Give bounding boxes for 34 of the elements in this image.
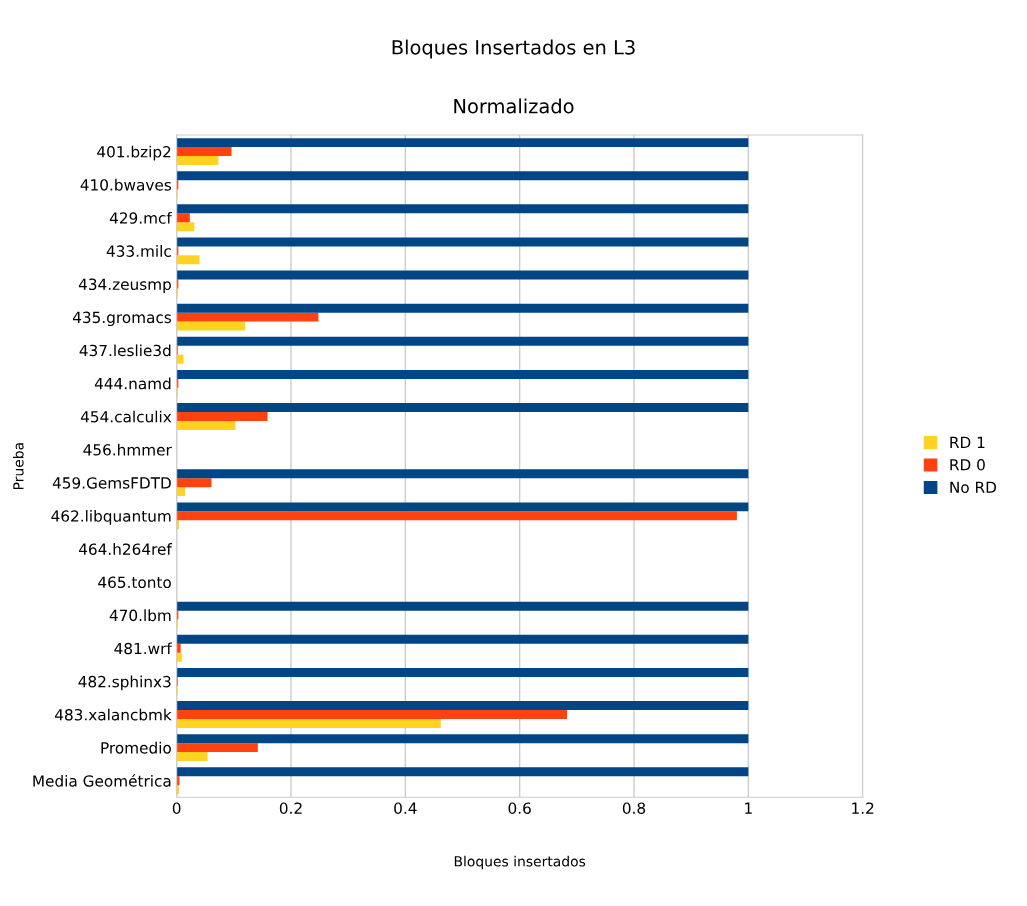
- y-tick-label: 456.hmmer: [83, 443, 172, 456]
- y-tick-label: 481.wrf: [114, 642, 173, 655]
- chart-subtitle: Normalizado: [454, 98, 574, 114]
- y-tick-label: 444.namd: [94, 377, 171, 390]
- chart-title: Bloques Insertados en L3: [392, 39, 635, 59]
- x-tick-label: 0.2: [279, 802, 302, 814]
- x-axis-title: Bloques insertados: [454, 855, 586, 870]
- y-tick-label: 465.tonto: [98, 576, 171, 589]
- y-tick-label: 401.bzip2: [97, 145, 171, 161]
- y-tick-label: 464.h264ref: [78, 543, 173, 555]
- x-tick-label: 1: [745, 802, 752, 814]
- y-tick-label: 429.mcf: [109, 211, 173, 224]
- y-tick-label: 482.sphinx3: [78, 675, 171, 691]
- legend-label: No RD: [950, 481, 997, 493]
- y-tick-label: 483.xalancbmk: [54, 708, 172, 721]
- y-tick-label: 437.leslie3d: [79, 344, 171, 357]
- y-tick-label: 410.bwaves: [80, 178, 172, 191]
- y-tick-label: 462.libquantum: [51, 510, 171, 525]
- y-tick-label: 459.GemsFDTD: [52, 477, 171, 489]
- x-tick-label: 0.8: [622, 802, 646, 814]
- x-tick-label: 0.6: [508, 802, 531, 814]
- x-tick-label: 0: [172, 802, 181, 814]
- y-tick-label: 470.lbm: [109, 609, 171, 622]
- y-tick-label: 454.calculix: [80, 410, 172, 423]
- y-axis-title: Prueba: [12, 443, 24, 490]
- y-tick-label: 434.zeusmp: [78, 278, 171, 293]
- x-tick-label: 1.2: [852, 802, 874, 814]
- y-tick-label: 435.gromacs: [72, 311, 172, 327]
- y-tick-label: 433.milc: [106, 245, 171, 257]
- y-tick-label: Media Geométrica: [33, 774, 171, 787]
- y-tick-label: Promedio: [101, 741, 171, 754]
- x-tick-label: 0.4: [394, 802, 417, 814]
- legend-label: RD 1: [950, 436, 985, 448]
- legend-label: RD 0: [950, 459, 985, 471]
